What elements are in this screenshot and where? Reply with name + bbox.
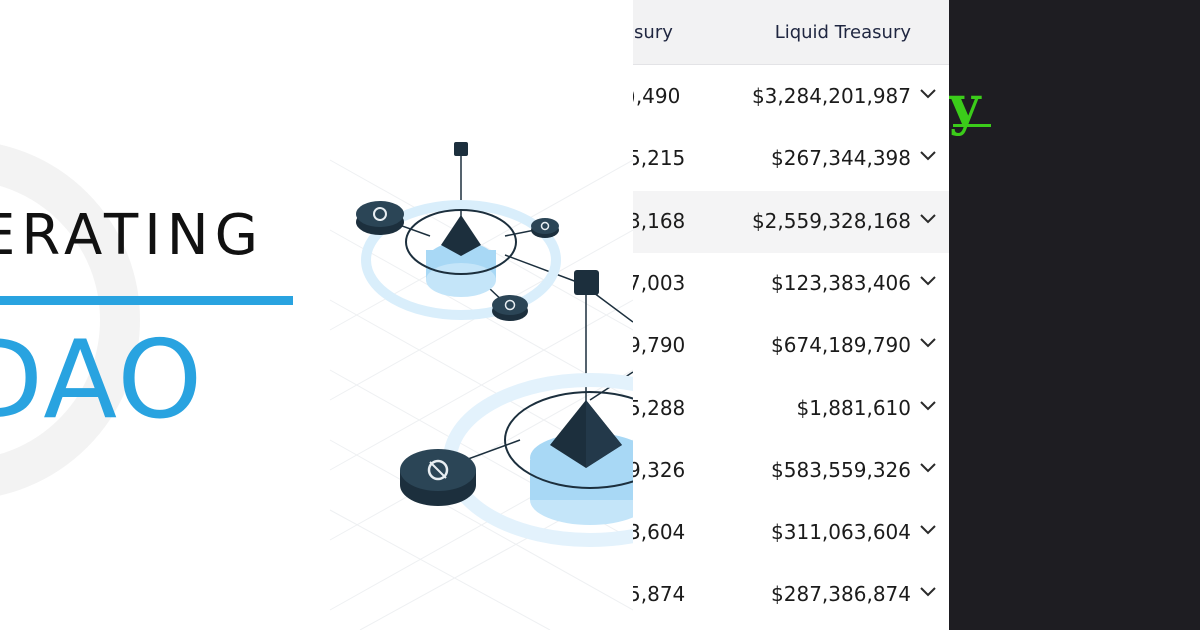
treasury-value: ,288 [640,395,686,420]
treasury-cell-clipped-digit: 5 [633,582,641,607]
treasury-cell-clipped-digit: 9 [633,333,641,358]
token-coin-icon [531,218,559,238]
chevron-down-icon[interactable] [919,212,937,224]
chevron-down-icon[interactable] [919,399,937,411]
table-row[interactable]: 5,874 $287,386,874 [633,564,949,626]
blockchain-network-illustration [0,142,633,630]
treasury-cell-clipped-digit: 7 [633,270,641,295]
chevron-down-icon[interactable] [919,336,937,348]
treasury-cell-wrap: 9,790 [633,333,685,357]
treasury-cell-clipped-digit: 3 [633,208,641,233]
chevron-down-icon[interactable] [919,461,937,473]
treasury-cell-wrap: 5,874 [633,582,685,606]
hero-panel: ERATING DAO [0,142,633,630]
treasury-value: ,490 [635,84,681,108]
treasury-value: ,215 [640,146,686,171]
chevron-down-icon[interactable] [919,523,937,535]
liquid-treasury-value: $2,559,328,168 [751,208,911,233]
treasury-cell-clipped-digit: 3 [633,520,641,545]
treasury-value: ,326 [640,457,686,482]
column-header-liquid-treasury[interactable]: Liquid Treasury [774,22,911,43]
table-row[interactable]: 9,326 $583,559,326 [633,440,949,502]
table-row[interactable]: 3,604 $311,063,604 [633,502,949,564]
treasury-cell-wrap: 5,215 [633,146,685,170]
chevron-down-icon[interactable] [919,274,937,286]
table-row[interactable]: 9,790 $674,189,790 [633,315,949,377]
token-coin-icon [356,201,404,235]
treasury-cell-clipped-digit: 9 [633,457,641,482]
treasury-value: ,604 [640,520,686,545]
treasury-cell-wrap: 9,326 [633,458,685,482]
liquid-treasury-value: $287,386,874 [771,582,911,607]
treasury-cell-wrap: ),490 [633,84,680,108]
treasury-cell-clipped-digit: ) [633,84,636,108]
hero-title-line1: ERATING [0,203,264,268]
ethereum-node-large [443,373,633,547]
liquid-treasury-value: $3,284,201,987 [751,84,911,108]
dark-side-panel: y [949,0,1200,630]
hero-title-line2: DAO [0,318,205,443]
table-header: asury Liquid Treasury [633,0,949,65]
treasury-value: ,003 [640,270,686,295]
treasury-cell-wrap: 5,288 [633,396,685,420]
table-row[interactable]: 7,003 $123,383,406 [633,253,949,315]
chevron-down-icon[interactable] [919,87,937,99]
ethereum-node-small [361,142,561,320]
liquid-treasury-value: $1,881,610 [796,395,911,420]
table-row[interactable]: 5,288 $1,881,610 [633,378,949,440]
liquid-treasury-value: $267,344,398 [771,146,911,171]
treasury-cell-wrap: 3,604 [633,520,685,544]
hero-divider [0,296,293,305]
treasury-cell-clipped-digit: 5 [633,146,641,171]
table-row[interactable]: 3,168 $2,559,328,168 [633,190,949,253]
chevron-down-icon[interactable] [919,585,937,597]
treasury-value: ,790 [640,333,686,358]
brand-underline [953,124,991,127]
liquid-treasury-value: $311,063,604 [771,520,911,545]
table-row[interactable]: ),490 $3,284,201,987 [633,66,949,128]
block-node-icon [574,270,599,295]
token-coin-icon [492,295,528,321]
brand-logo-fragment: y [949,73,981,137]
treasury-value: ,168 [640,208,686,233]
table-row[interactable]: 5,215 $267,344,398 [633,128,949,190]
token-coin-icon [400,449,476,506]
treasury-cell-clipped-digit: 5 [633,395,641,420]
liquid-treasury-value: $123,383,406 [771,270,911,295]
treasury-cell-wrap: 7,003 [633,271,685,295]
treasury-table: asury Liquid Treasury ),490 $3,284,201,98… [633,0,949,630]
column-header-treasury[interactable]: asury [633,22,673,43]
chevron-down-icon[interactable] [919,149,937,161]
treasury-cell-wrap: 3,168 [633,209,685,233]
liquid-treasury-value: $583,559,326 [771,457,911,482]
liquid-treasury-value: $674,189,790 [771,333,911,358]
treasury-value: ,874 [640,582,686,607]
